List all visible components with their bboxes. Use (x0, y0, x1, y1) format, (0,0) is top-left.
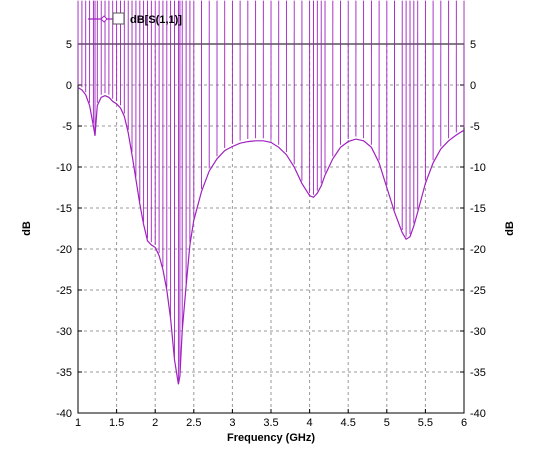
y-tick-label-left: -35 (56, 367, 72, 379)
x-tick-label: 2 (152, 417, 158, 429)
y-tick-label-right: 0 (470, 80, 476, 92)
y-tick-label-right: -40 (470, 408, 486, 420)
x-tick-label: 3 (229, 417, 235, 429)
y-tick-label-left: -15 (56, 203, 72, 215)
series-line (77, 86, 465, 385)
y-tick-label-right: -15 (470, 203, 486, 215)
y-tick-label-left: -30 (56, 326, 72, 338)
y-tick-label-left: -40 (56, 408, 72, 420)
y-tick-label-left: -5 (62, 121, 72, 133)
legend-checkbox[interactable] (112, 12, 125, 25)
y-tick-label-right: -25 (470, 285, 486, 297)
legend-marker-swatch (100, 15, 108, 23)
y-axis-title-left: dB (21, 221, 33, 236)
y-tick-label-left: 0 (66, 80, 72, 92)
x-tick-label: 3.5 (263, 417, 278, 429)
x-tick-label: 5.5 (418, 417, 433, 429)
legend-label: dB[S(1,1)] (130, 14, 182, 26)
y-tick-label-left: -25 (56, 285, 72, 297)
y-tick-label-left: 5 (66, 39, 72, 51)
y-tick-label-left: -20 (56, 244, 72, 256)
legend: dB[S(1,1)] (88, 12, 182, 26)
y-tick-label-right: -5 (470, 121, 480, 133)
x-tick-label: 6 (461, 417, 467, 429)
x-tick-label: 2.5 (186, 417, 201, 429)
y-tick-label-right: -35 (470, 367, 486, 379)
x-axis-title: Frequency (GHz) (227, 432, 315, 444)
y-tick-label-left: -10 (56, 162, 72, 174)
y-tick-label-right: 5 (470, 39, 476, 51)
y-axis-title-right: dB (504, 221, 516, 236)
x-tick-label: 4.5 (341, 417, 356, 429)
series-layer (77, 0, 465, 385)
x-tick-label: 4 (307, 417, 313, 429)
y-tick-label-right: -30 (470, 326, 486, 338)
x-tick-label: 1.5 (109, 417, 124, 429)
y-tick-label-right: -20 (470, 244, 486, 256)
x-tick-label: 1 (75, 417, 81, 429)
x-tick-label: 5 (384, 417, 390, 429)
axis-ticks: 1 1.5 2 2.5 3 3.5 4 4.5 5 5.5 6 5 5 0 0 -5 -5 -10 -10 -15 -1… (56, 39, 486, 429)
y-tick-label-right: -10 (470, 162, 486, 174)
